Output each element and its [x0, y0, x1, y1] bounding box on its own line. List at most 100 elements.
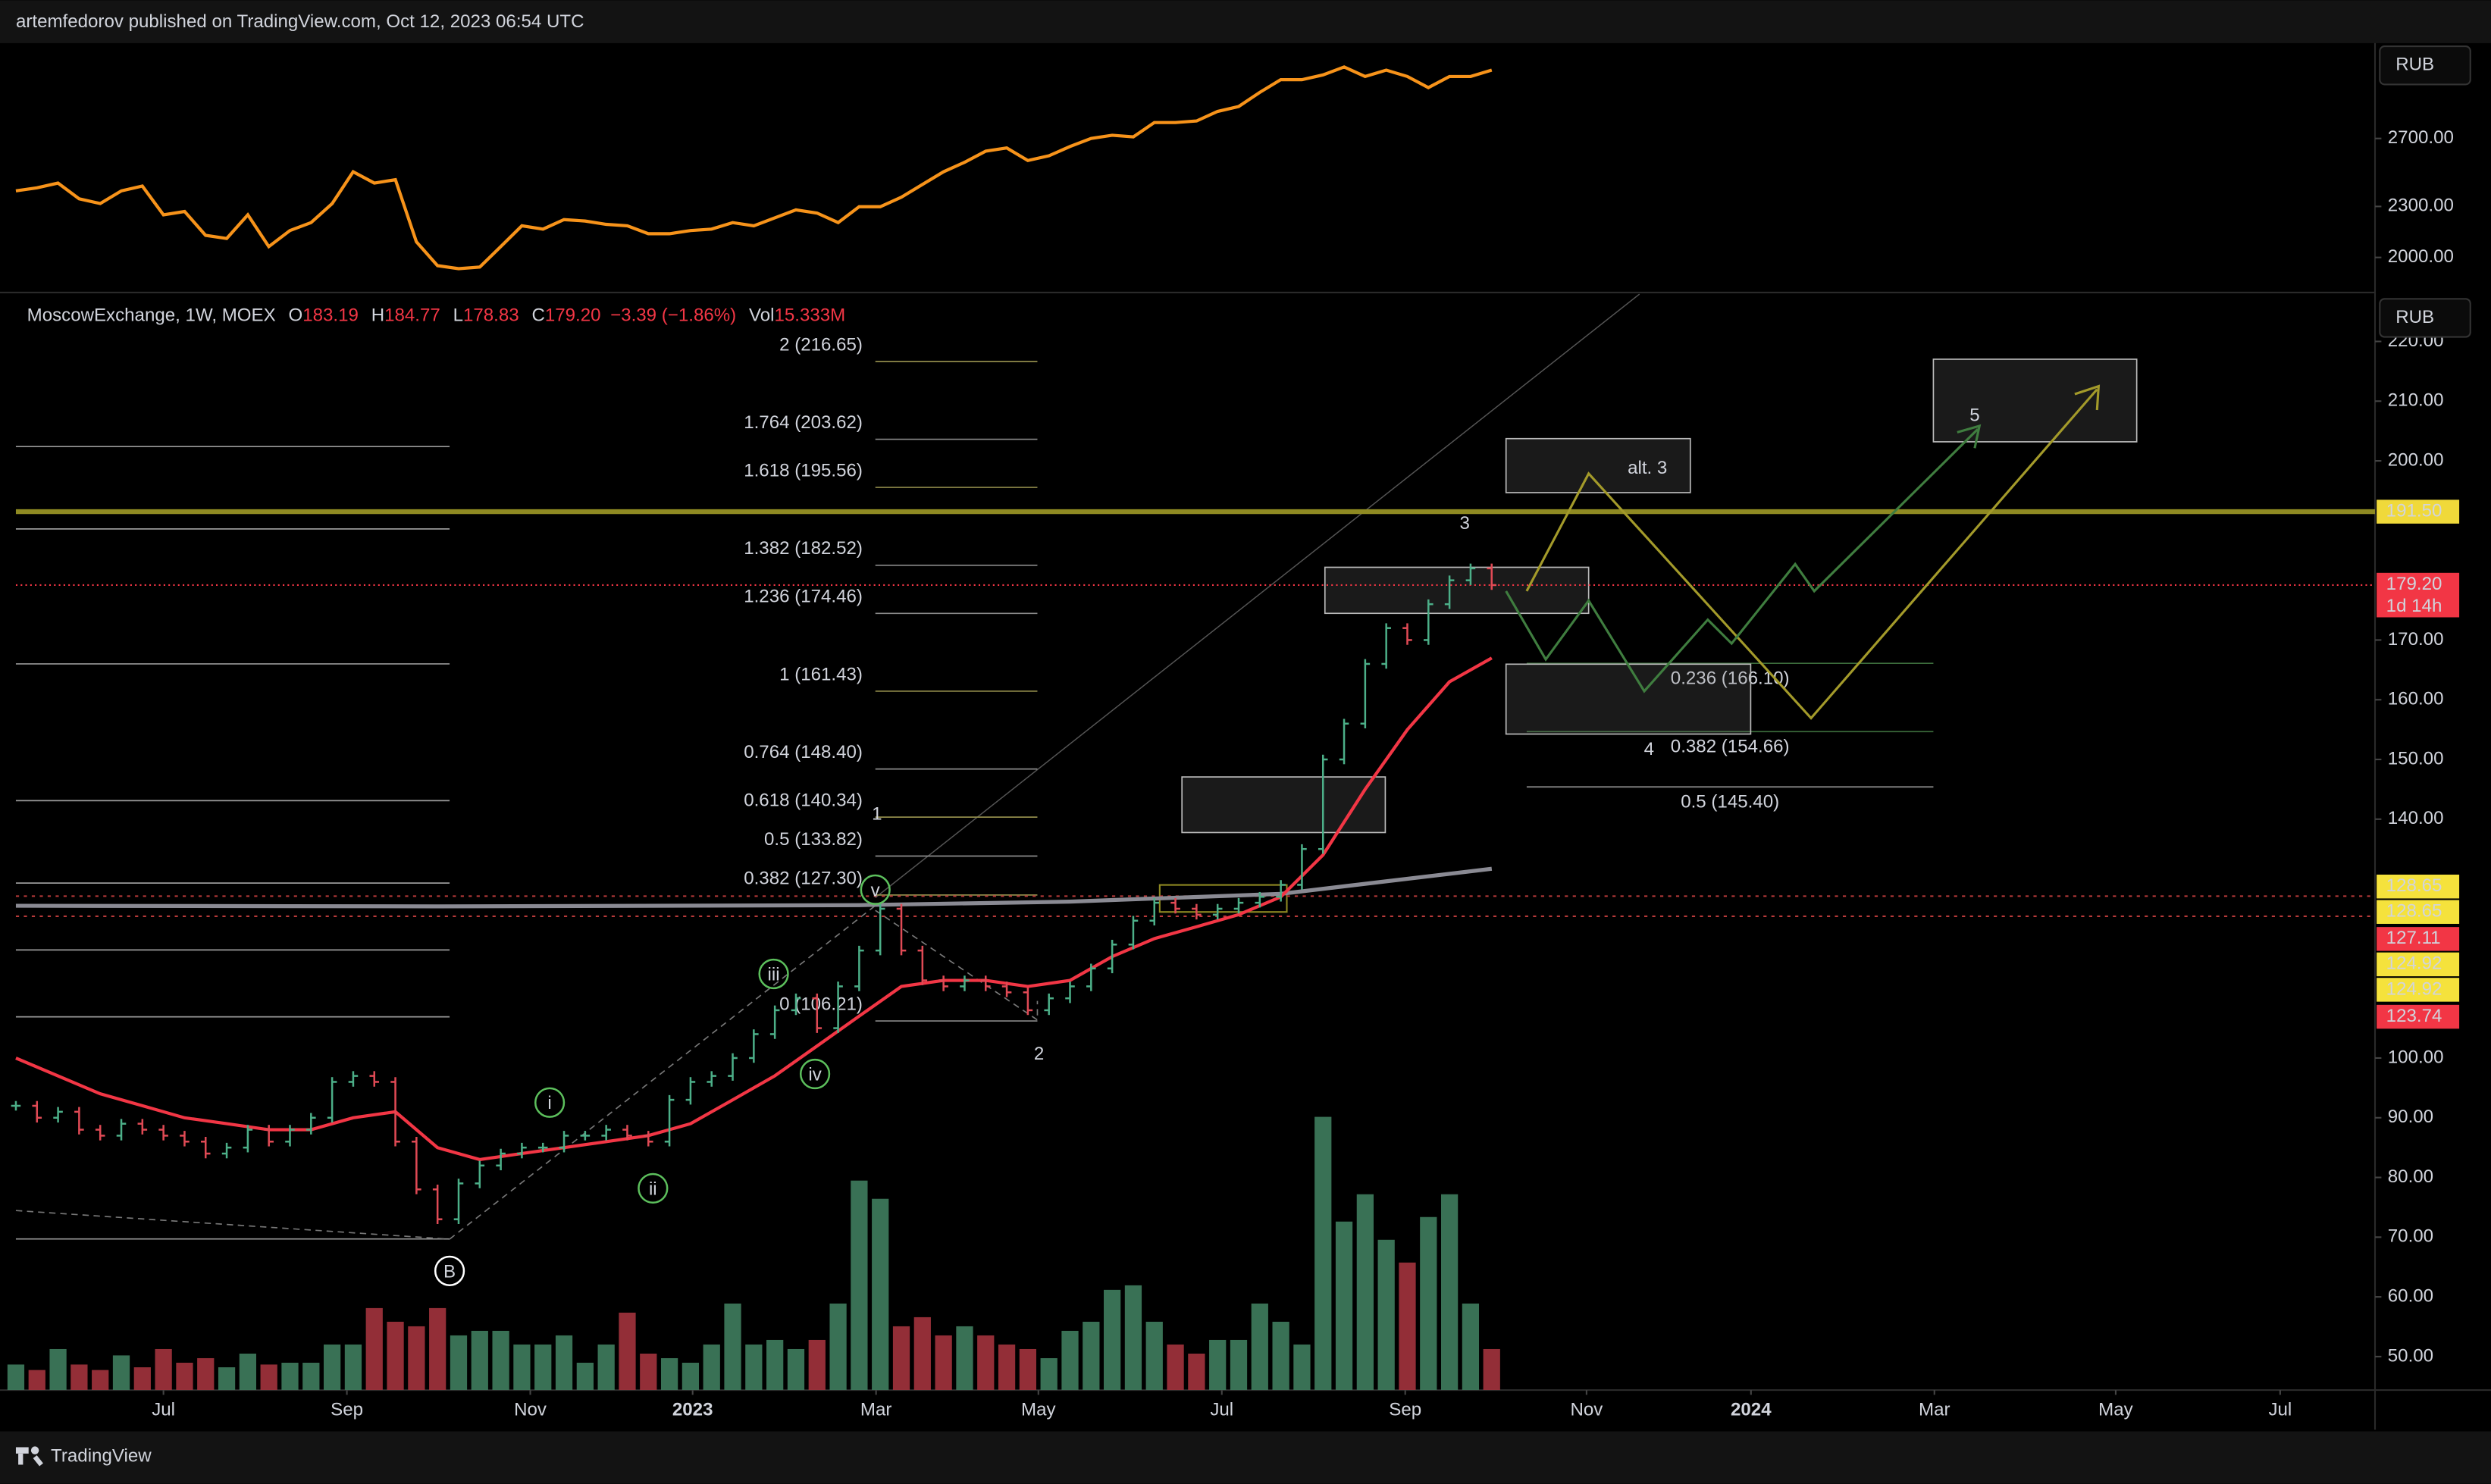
x-tick-label: Sep: [1389, 1400, 1421, 1420]
y-tick-label: 2300.00: [2388, 196, 2454, 216]
volume-bar: [302, 1362, 320, 1391]
volume-bar: [660, 1357, 678, 1391]
volume-bar: [872, 1198, 889, 1391]
brand-logo: [15, 1446, 43, 1467]
price-bar: [1444, 575, 1455, 609]
price-bar: [728, 1053, 738, 1081]
volume-bar: [1420, 1216, 1437, 1391]
fib-label: 1.382 (182.52): [744, 538, 863, 559]
volume-bar: [7, 1364, 25, 1391]
price-bar: [707, 1071, 717, 1087]
volume-bar: [28, 1370, 45, 1391]
arrow-gold: [2074, 384, 2101, 411]
fib-label: 1.236 (174.46): [744, 587, 863, 607]
volume-bar: [365, 1307, 383, 1391]
legend-item: O: [288, 305, 302, 326]
price-bar: [348, 1071, 359, 1087]
x-tick-label: Sep: [331, 1400, 363, 1420]
y-tick-label: 70.00: [2388, 1226, 2433, 1247]
volume-bar: [112, 1355, 130, 1391]
legend-item: 183.19: [302, 305, 359, 326]
currency-box: [2379, 45, 2471, 86]
volume-bar: [1188, 1353, 1205, 1391]
volume-bar: [766, 1339, 784, 1391]
volume-bar: [1040, 1357, 1058, 1391]
price-bar: [1318, 754, 1328, 854]
price-bar: [1212, 903, 1223, 920]
volume-bar: [619, 1312, 636, 1391]
volume-bar: [1061, 1330, 1079, 1391]
wave-label: iii: [768, 964, 780, 985]
fib-label: 0.382 (127.30): [744, 868, 863, 888]
trend-line: [875, 293, 1640, 898]
volume-bar: [682, 1362, 700, 1391]
price-bar: [517, 1142, 527, 1159]
y-tick-label: 100.00: [2388, 1047, 2444, 1067]
price-label-bg: [2377, 952, 2460, 977]
volume-bar: [998, 1344, 1016, 1391]
volume-bar: [197, 1357, 215, 1391]
volume-bar: [956, 1326, 973, 1391]
price-label: 127.11: [2386, 928, 2441, 948]
price-bar: [791, 993, 801, 1016]
y-tick-label: 160.00: [2388, 689, 2444, 709]
price-bar: [200, 1136, 211, 1159]
price-bar: [496, 1148, 506, 1171]
price-bar: [243, 1125, 253, 1153]
price-bar: [306, 1113, 316, 1135]
y-tick-label: 200.00: [2388, 449, 2444, 470]
volume-bar: [724, 1303, 741, 1391]
price-bar: [1465, 563, 1476, 585]
ma-fast: [15, 656, 1493, 1162]
plot: 2 (216.65) 1.764 (203.62) 1.618 (195.56) 1.…: [7, 45, 2471, 1420]
x-tick-label: May: [1021, 1400, 1056, 1420]
wave-label: 2: [1034, 1044, 1044, 1064]
volume-bar: [176, 1362, 193, 1391]
x-tick-label: Mar: [1919, 1400, 1950, 1420]
volume-bar: [977, 1335, 995, 1391]
legend-item: MoscowExchange, 1W, MOEX: [27, 305, 276, 326]
volume-bar: [851, 1180, 868, 1391]
price-bar: [664, 1094, 675, 1147]
y-tick-label: 80.00: [2388, 1166, 2433, 1187]
price-bar: [1065, 982, 1075, 1003]
volume-bar: [239, 1353, 257, 1391]
price-bar: [327, 1077, 337, 1123]
volume-bar: [892, 1326, 910, 1391]
y-tick-label: 2000.00: [2388, 246, 2454, 267]
impulse-dashed: [449, 905, 876, 1240]
arrow-green: [1957, 424, 1982, 449]
price-bar: [1023, 988, 1033, 1016]
volume-bar: [323, 1344, 341, 1391]
volume-bar: [808, 1339, 826, 1391]
price-bar: [1402, 623, 1412, 645]
brand-name[interactable]: TradingView: [51, 1445, 152, 1466]
fib-label: 0.5 (133.82): [764, 829, 863, 850]
price-bar: [1107, 939, 1117, 974]
price-bar: [74, 1107, 84, 1135]
price-bar: [390, 1077, 400, 1147]
price-bar: [1044, 993, 1054, 1016]
legend-item: Vol: [749, 305, 775, 326]
y-tick-label: 210.00: [2388, 390, 2444, 411]
fib-label: 0.5 (145.40): [1681, 792, 1779, 812]
price-bar: [432, 1185, 443, 1224]
y-tick-label: 90.00: [2388, 1107, 2433, 1127]
currency-box: [2379, 298, 2471, 338]
x-tick-label: Jul: [152, 1400, 175, 1420]
fib-label: 0.618 (140.34): [744, 791, 863, 811]
index-line: [15, 65, 1493, 271]
wave-label: ii: [649, 1179, 657, 1199]
price-label: 128.65: [2386, 901, 2442, 922]
price-label-bg: [2377, 978, 2460, 1002]
wave-label: 5: [1969, 405, 1979, 426]
volume-bar: [450, 1335, 468, 1391]
price-bar: [749, 1029, 759, 1063]
volume-bar: [1209, 1339, 1227, 1391]
y-tick-label: 150.00: [2388, 748, 2444, 769]
volume-bar: [1083, 1321, 1100, 1391]
projection-gold: [1525, 388, 2098, 720]
price-label-bg: [2377, 1004, 2460, 1029]
price-bar: [32, 1100, 42, 1123]
ma-slow: [15, 866, 1493, 909]
